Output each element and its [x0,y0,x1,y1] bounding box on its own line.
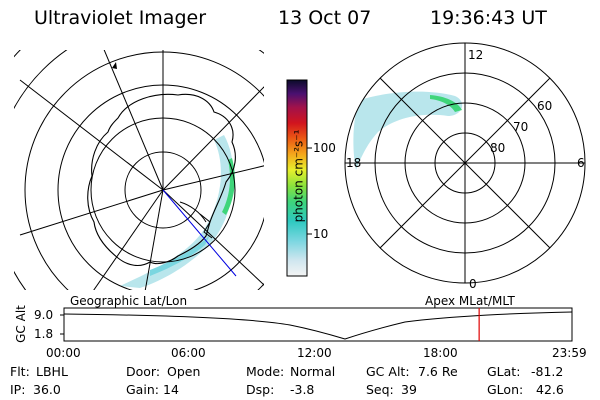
geographic-map [14,50,264,290]
instrument-title: Ultraviolet Imager [34,7,207,29]
mlt-label-6: 6 [577,156,585,170]
dsp-label: Dsp: [246,382,275,397]
glat-value: -81.2 [531,364,564,379]
ip-label: IP: [10,382,26,397]
seq-label: Seq: [366,382,394,397]
colorbar-tick-100: 100 [313,141,336,155]
seq-value: 39 [401,382,417,397]
glon-value: 42.6 [536,382,564,397]
timeline-xtick-1800: 18:00 [423,346,458,360]
timeline-xtick-0000: 00:00 [46,346,81,360]
dsp-value: -3.8 [290,382,315,397]
mlt-label-18: 18 [346,156,362,170]
mlt-label-0: 0 [469,277,477,291]
glat-label: GLat: [487,364,521,379]
colorbar-tick-10: 10 [313,227,329,241]
timeline-xtick-0600: 06:00 [171,346,206,360]
timeline-ylabel: GC Alt [13,305,28,343]
timeline-ytick-1-8: 1.8 [34,327,54,341]
gain-label: Gain: [126,382,159,397]
left-map-caption: Geographic Lat/Lon [70,294,188,308]
colorbar-unit-label: photon cm⁻²s⁻¹ [291,129,306,223]
gcalt-label: GC Alt: [366,364,410,379]
observation-time: 19:36:43 UT [430,7,547,29]
timeline-xtick-2359: 23:59 [552,346,587,360]
timeline-ytick-9: 9.0 [34,308,54,322]
mode-value: Normal [290,364,336,379]
timeline-panel [60,307,573,342]
glon-label: GLon: [487,382,524,397]
mlat-label-60: 60 [537,99,553,113]
flt-value: LBHL [36,364,68,379]
ip-value: 36.0 [33,382,61,397]
mode-label: Mode: [246,364,285,379]
antarctica-coastline [87,93,236,267]
mlat-label-70: 70 [513,120,529,134]
mlat-label-80: 80 [490,141,506,155]
altitude-curve [63,311,573,340]
flt-label: Flt: [10,364,30,379]
door-label: Door: [126,364,161,379]
gain-value: 14 [163,382,179,397]
gcalt-value: 7.6 Re [418,364,458,379]
colorbar [286,79,312,277]
right-map-caption: Apex MLat/MLT [425,294,515,308]
door-value: Open [167,364,201,379]
timeline-xtick-1200: 12:00 [297,346,332,360]
observation-date: 13 Oct 07 [278,7,372,29]
sun-direction-line [162,189,237,277]
mlt-label-12: 12 [468,48,484,62]
magnetic-map [344,42,586,284]
